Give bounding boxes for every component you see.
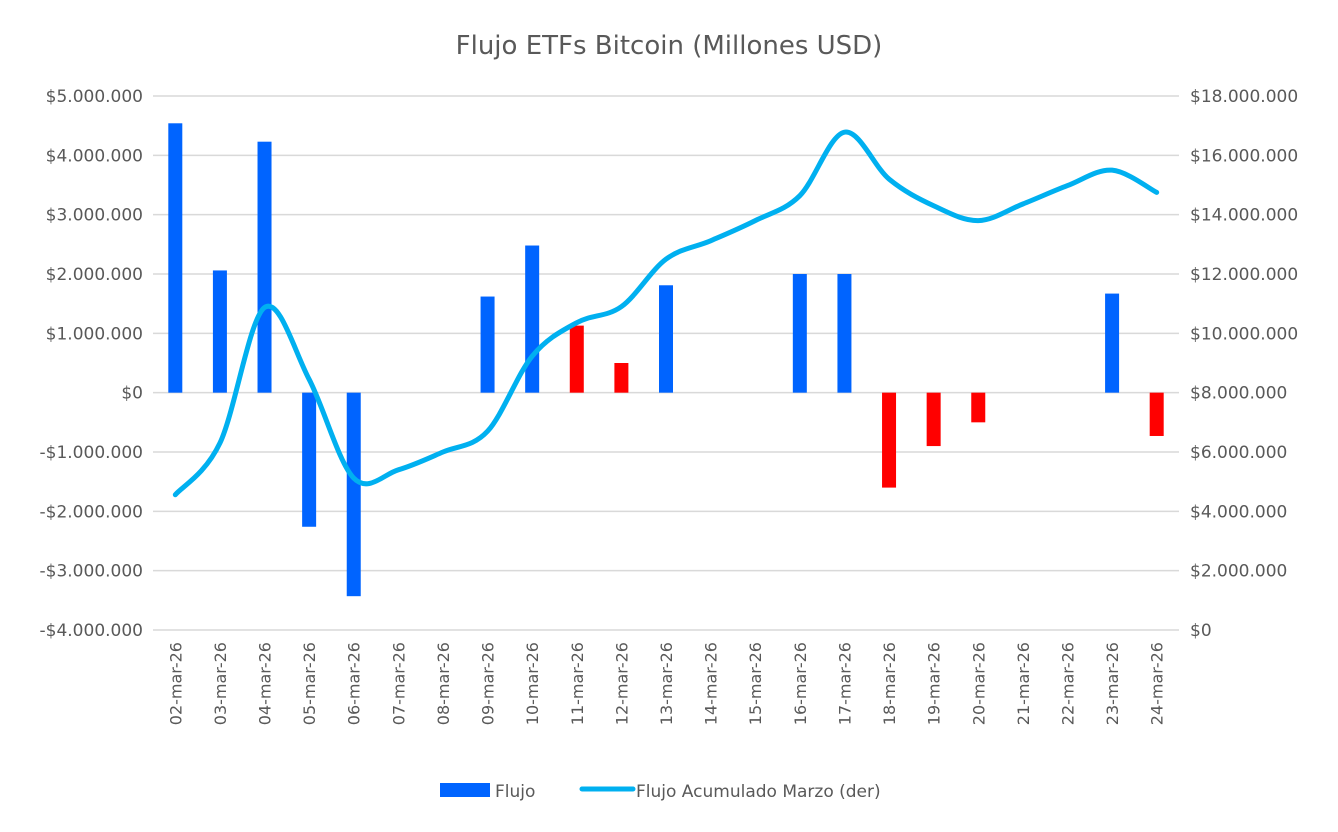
right-tick-label: $10.000.000: [1190, 324, 1298, 344]
left-tick-label: -$1.000.000: [40, 443, 143, 463]
x-tick-label: 21-mar-26: [1014, 642, 1033, 725]
bar-20-mar-26: [971, 392, 986, 423]
bar-02-mar-26: [168, 123, 183, 393]
x-axis-ticks: 02-mar-26 03-mar-26 04-mar-26 05-mar-26 06-m…: [166, 642, 1166, 725]
right-tick-label: $12.000.000: [1190, 265, 1298, 285]
x-tick-label: 07-mar-26: [389, 642, 408, 725]
bar-13-mar-26: [659, 285, 673, 393]
left-tick-label: $3.000.000: [46, 206, 143, 226]
right-axis-ticks: $0 $2.000.000 $4.000.000 $6.000.000 $8.000.0…: [1190, 87, 1298, 641]
left-tick-label: -$2.000.000: [40, 502, 143, 522]
left-tick-label: $5.000.000: [46, 87, 143, 107]
legend: Flujo Flujo Acumulado Marzo (der): [440, 782, 881, 802]
right-tick-label: $14.000.000: [1190, 206, 1298, 226]
bar-03-mar-26: [212, 270, 227, 393]
chart-title: Flujo ETFs Bitcoin (Millones USD): [456, 31, 883, 61]
bar-09-mar-26: [480, 296, 495, 393]
x-tick-label: 03-mar-26: [211, 642, 230, 725]
right-tick-label: $16.000.000: [1190, 146, 1298, 166]
bar-11-mar-26: [569, 325, 584, 393]
left-tick-label: -$3.000.000: [40, 562, 143, 582]
x-tick-label: 15-mar-26: [746, 642, 765, 725]
x-tick-label: 19-mar-26: [925, 642, 944, 725]
line-series-flujo-acumulado: [172, 129, 1160, 498]
x-tick-label: 06-mar-26: [345, 642, 364, 725]
x-tick-label: 04-mar-26: [256, 642, 275, 725]
x-tick-label: 20-mar-26: [969, 642, 988, 725]
legend-label-flujo: Flujo: [495, 782, 535, 802]
right-tick-label: $0: [1190, 621, 1212, 641]
bar-series-flujo: [168, 123, 1164, 597]
bar-05-mar-26: [302, 392, 317, 527]
left-tick-label: $4.000.000: [46, 146, 143, 166]
x-tick-label: 11-mar-26: [568, 642, 587, 725]
x-tick-label: 09-mar-26: [479, 642, 498, 725]
x-tick-label: 13-mar-26: [657, 642, 676, 725]
x-tick-label: 17-mar-26: [835, 642, 854, 725]
x-tick-label: 10-mar-26: [523, 642, 542, 725]
right-tick-label: $4.000.000: [1190, 502, 1287, 522]
left-tick-label: -$4.000.000: [40, 621, 143, 641]
x-tick-label: 12-mar-26: [612, 642, 631, 725]
left-axis-ticks: -$4.000.000 -$3.000.000 -$2.000.000 -$1.000…: [40, 87, 143, 641]
x-tick-label: 14-mar-26: [702, 642, 721, 725]
right-tick-label: $18.000.000: [1190, 87, 1298, 107]
x-tick-label: 02-mar-26: [166, 642, 185, 725]
bar-16-mar-26: [792, 274, 807, 393]
bar-23-mar-26: [1105, 293, 1120, 393]
x-tick-label: 05-mar-26: [300, 642, 319, 725]
right-tick-label: $6.000.000: [1190, 443, 1287, 463]
bar-06-mar-26: [346, 392, 361, 597]
left-tick-label: $1.000.000: [46, 324, 143, 344]
bar-19-mar-26: [926, 392, 941, 447]
bar-24-mar-26: [1149, 392, 1164, 436]
bar-10-mar-26: [525, 245, 540, 393]
bar-12-mar-26: [614, 363, 629, 393]
bar-04-mar-26: [257, 141, 272, 393]
bar-18-mar-26: [882, 392, 897, 488]
right-tick-label: $8.000.000: [1190, 384, 1287, 404]
x-tick-label: 24-mar-26: [1148, 642, 1167, 725]
left-tick-label: $2.000.000: [46, 265, 143, 285]
legend-label-acumulado: Flujo Acumulado Marzo (der): [636, 782, 881, 802]
x-tick-label: 22-mar-26: [1058, 642, 1077, 725]
x-tick-label: 16-mar-26: [791, 642, 810, 725]
x-tick-label: 23-mar-26: [1103, 642, 1122, 725]
x-tick-label: 08-mar-26: [434, 642, 453, 725]
left-tick-label: $0: [121, 384, 143, 404]
x-tick-label: 18-mar-26: [880, 642, 899, 725]
right-tick-label: $2.000.000: [1190, 562, 1287, 582]
bar-17-mar-26: [837, 274, 852, 393]
legend-swatch-flujo: [440, 783, 490, 797]
